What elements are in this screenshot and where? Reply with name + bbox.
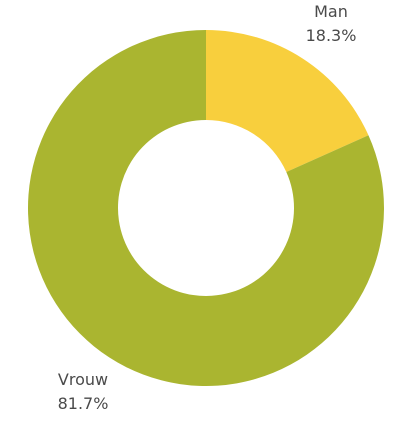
slices-group xyxy=(27,30,385,387)
slice-label-man: Man 18.3% xyxy=(291,0,371,48)
slice-label-vrouw: Vrouw 81.7% xyxy=(43,368,123,416)
slice-label-vrouw-name: Vrouw xyxy=(57,370,109,389)
slice-vrouw xyxy=(27,30,385,387)
slice-label-vrouw-percent: 81.7% xyxy=(57,394,109,413)
slice-label-man-name: Man xyxy=(314,2,348,21)
slice-label-man-percent: 18.3% xyxy=(305,26,357,45)
slice-man xyxy=(206,30,369,173)
